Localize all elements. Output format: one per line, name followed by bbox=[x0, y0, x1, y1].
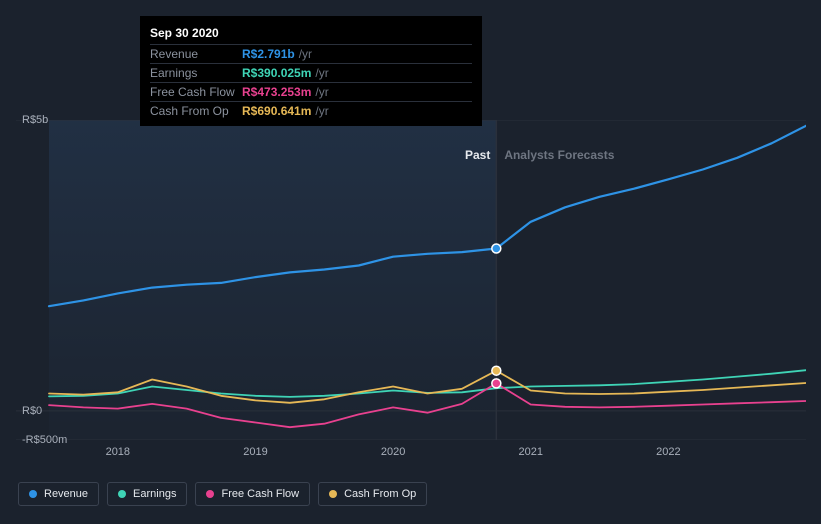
tooltip-date: Sep 30 2020 bbox=[150, 24, 472, 44]
tooltip-label: Earnings bbox=[150, 66, 242, 80]
tooltip-row-fcf: Free Cash FlowR$473.253m/yr bbox=[150, 82, 472, 101]
cashop-marker bbox=[492, 366, 501, 375]
revenue-marker bbox=[492, 244, 501, 253]
tooltip-unit: /yr bbox=[299, 47, 312, 61]
legend-item-cashop[interactable]: Cash From Op bbox=[318, 482, 427, 506]
earnings-dot-icon bbox=[118, 490, 126, 498]
fcf-marker bbox=[492, 379, 501, 388]
revenue-dot-icon bbox=[29, 490, 37, 498]
x-tick-label: 2020 bbox=[381, 446, 405, 458]
legend-label: Earnings bbox=[133, 488, 176, 500]
x-tick-label: 2018 bbox=[106, 446, 130, 458]
tooltip-label: Free Cash Flow bbox=[150, 85, 242, 99]
legend-label: Revenue bbox=[44, 488, 88, 500]
tooltip: Sep 30 2020 RevenueR$2.791b/yrEarningsR$… bbox=[140, 16, 482, 126]
legend-item-fcf[interactable]: Free Cash Flow bbox=[195, 482, 310, 506]
legend-label: Cash From Op bbox=[344, 488, 416, 500]
tooltip-value: R$473.253m bbox=[242, 85, 311, 99]
chart-svg[interactable] bbox=[16, 120, 806, 440]
tooltip-row-cashop: Cash From OpR$690.641m/yr bbox=[150, 101, 472, 120]
tooltip-unit: /yr bbox=[315, 66, 328, 80]
section-past-label: Past bbox=[465, 148, 490, 162]
legend-item-revenue[interactable]: Revenue bbox=[18, 482, 99, 506]
tooltip-row-earnings: EarningsR$390.025m/yr bbox=[150, 63, 472, 82]
tooltip-row-revenue: RevenueR$2.791b/yr bbox=[150, 44, 472, 63]
tooltip-label: Cash From Op bbox=[150, 104, 242, 118]
x-tick-label: 2022 bbox=[656, 446, 680, 458]
y-tick-label: -R$500m bbox=[22, 434, 67, 446]
y-tick-label: R$0 bbox=[22, 405, 42, 417]
legend-item-earnings[interactable]: Earnings bbox=[107, 482, 187, 506]
x-axis: 2018 2019 2020 2021 2022 bbox=[16, 446, 806, 464]
financials-chart: Past Analysts Forecasts bbox=[16, 120, 806, 440]
y-tick-label: R$5b bbox=[22, 114, 48, 126]
cashop-dot-icon bbox=[329, 490, 337, 498]
x-tick-label: 2019 bbox=[243, 446, 267, 458]
tooltip-value: R$390.025m bbox=[242, 66, 311, 80]
tooltip-label: Revenue bbox=[150, 47, 242, 61]
tooltip-value: R$690.641m bbox=[242, 104, 311, 118]
tooltip-unit: /yr bbox=[315, 104, 328, 118]
legend: Revenue Earnings Free Cash Flow Cash From O… bbox=[18, 482, 427, 506]
fcf-dot-icon bbox=[206, 490, 214, 498]
legend-label: Free Cash Flow bbox=[221, 488, 299, 500]
tooltip-unit: /yr bbox=[315, 85, 328, 99]
tooltip-value: R$2.791b bbox=[242, 47, 295, 61]
section-forecast-label: Analysts Forecasts bbox=[504, 148, 614, 162]
x-tick-label: 2021 bbox=[518, 446, 542, 458]
